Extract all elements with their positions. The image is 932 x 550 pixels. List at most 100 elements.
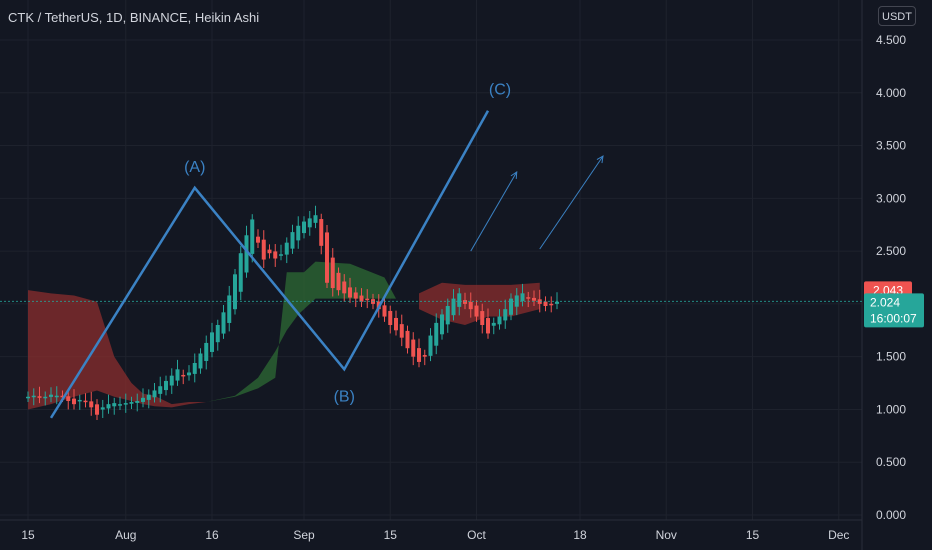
candle-body [244,235,249,273]
wave-label-1: (A) [184,159,205,176]
current-price-value: 2.024 [870,295,900,309]
candle-body [319,219,324,246]
time-tick-label: 15 [384,528,398,542]
candle-body [204,342,209,361]
countdown-value: 16:00:07 [870,311,917,325]
candle-body [146,394,151,400]
candle-body [457,293,462,307]
candle-body [537,299,542,304]
candle-body [486,318,490,334]
candle-body [434,322,439,346]
candle-body [313,215,318,223]
candle-body [31,395,36,398]
time-axis: 15 Aug 16 Sep 15 Oct 18 Nov 15 Dec [21,528,849,542]
candle-body [417,348,421,362]
candle-body [198,353,203,369]
candle-body [118,404,122,406]
candle-body [37,396,42,398]
candle-body [359,295,364,302]
candle-body [106,404,111,409]
price-tick-label: 1.000 [876,402,906,416]
candle-body [330,257,335,289]
arrow-head [510,170,518,179]
wave-line [49,110,490,419]
candle-body [129,402,134,404]
candle-body [348,287,352,298]
candles [0,205,862,420]
ichimoku-cloud [28,261,540,410]
time-tick-label: 18 [573,528,587,542]
candle-body [365,298,370,301]
projection-arrow [470,171,518,252]
candle-body [169,375,174,386]
candle-body [468,302,473,310]
candle-body [382,305,387,317]
price-tick-label: 3.000 [876,191,906,205]
candle-body [290,232,295,249]
candle-body [422,355,427,357]
price-tick-label: 1.500 [876,350,906,364]
candle-body [445,306,450,325]
candle-body [532,297,536,301]
candle-body [54,395,59,398]
chart-title: CTK / TetherUS, 1D, BINANCE, Heikin Ashi [8,10,259,25]
candle-body [284,242,289,255]
candle-body [279,254,283,256]
candle-body [342,281,347,294]
projection-arrow [539,155,604,250]
cloud-bear-left [28,290,207,410]
time-tick-label: 15 [746,528,760,542]
candle-body [491,322,496,326]
time-tick-label: Oct [467,528,486,542]
grid [0,0,863,550]
candle-body [181,374,186,377]
candle-body [353,292,358,299]
candle-body [77,399,82,402]
candle-body [60,395,65,398]
elliott-waves: (A) (B) (C) [49,82,604,419]
candle-body [307,218,312,228]
price-tick-label: 3.500 [876,139,906,153]
candle-body [480,311,485,325]
candle-body [210,332,214,352]
time-tick-label: Sep [293,528,315,542]
candle-body [273,251,278,259]
candle-body [238,253,243,292]
cloud-bear-right [419,282,540,325]
price-tick-label: 4.500 [876,33,906,47]
candle-body [100,407,105,410]
candle-body [250,219,255,254]
currency-button[interactable]: USDT [878,6,916,26]
time-tick-label: 16 [205,528,219,542]
candle-body [394,317,398,331]
arrow-head [596,155,604,164]
candle-body [543,301,548,306]
candle-body [503,309,508,321]
candle-body [428,335,433,356]
time-tick-label: Aug [115,528,136,542]
time-tick-label: Nov [656,528,677,542]
candle-body [95,404,99,415]
time-tick-label: 15 [21,528,35,542]
candle-body [440,314,444,335]
candle-body [411,339,416,357]
wave-label-2: (B) [334,388,355,405]
wave-label-3: (C) [489,82,511,99]
candle-body [509,298,513,315]
candle-body [175,369,180,381]
candle-body [49,394,53,397]
candle-body [555,301,559,304]
candle-body [233,274,237,310]
candle-body [227,295,232,323]
candle-body [135,401,140,403]
candle-body [164,380,168,391]
candle-body [296,225,301,241]
candle-body [221,312,226,334]
candle-body [399,324,404,338]
candle-body [215,325,220,343]
price-tick-label: 2.500 [876,244,906,258]
candle-body [158,386,163,394]
candle-body [261,239,266,260]
